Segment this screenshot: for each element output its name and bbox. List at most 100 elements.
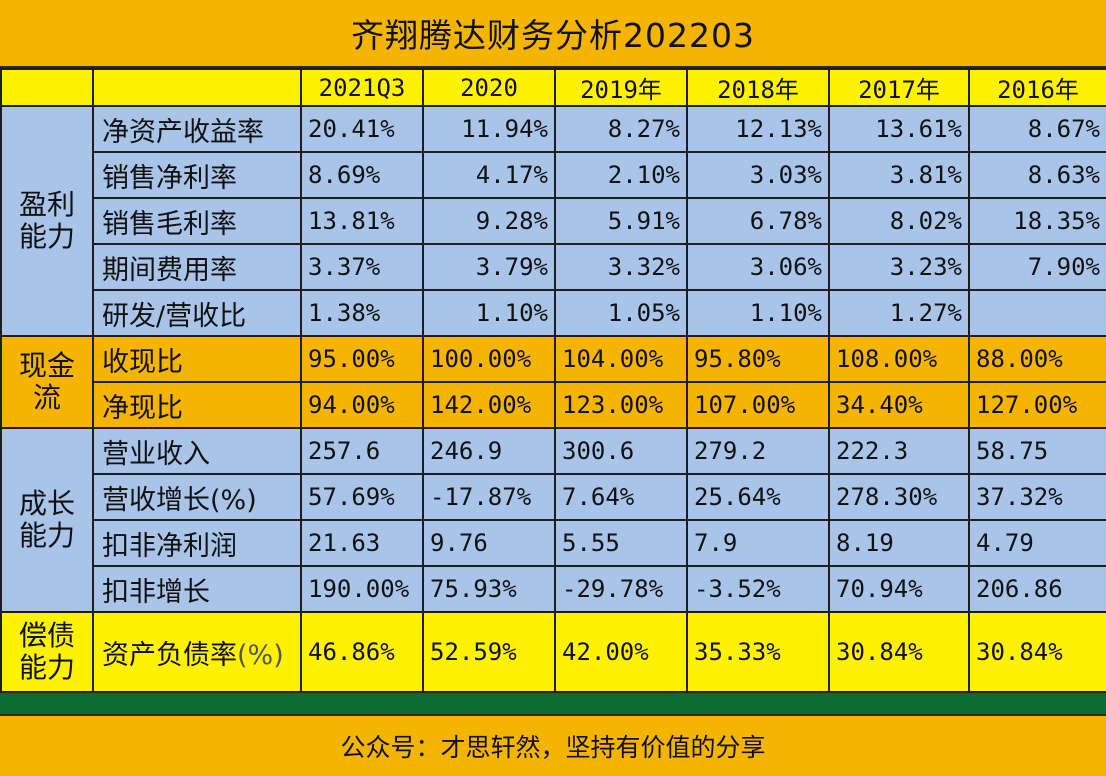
cell: 107.00% [686, 381, 830, 429]
cell: 8.19 [828, 519, 970, 567]
group-text: 盈利 能力 [18, 187, 75, 253]
table-row: 研发/营收比 1.38% 1.10% 1.05% 1.10% 1.27% [1, 289, 1106, 337]
cell: 104.00% [554, 335, 688, 383]
cell: 190.00% [300, 565, 424, 613]
table-row: 营收增长(%) 57.69% -17.87% 7.64% 25.64% 278.… [1, 473, 1106, 521]
group-label-profit: 盈利 能力 [0, 105, 94, 337]
cell: 3.79% [422, 243, 556, 291]
cell: -29.78% [554, 565, 688, 613]
cell: 57.69% [300, 473, 424, 521]
cell: 5.91% [554, 197, 688, 245]
cell: 52.59% [422, 611, 556, 693]
cell: 257.6 [300, 427, 424, 475]
cell: 142.00% [422, 381, 556, 429]
cell: 3.06% [686, 243, 830, 291]
cell: 8.69% [300, 151, 424, 199]
cell: 9.28% [422, 197, 556, 245]
cell: 58.75 [968, 427, 1106, 475]
row-label: 净资产收益率 [92, 105, 302, 153]
cell: 46.86% [300, 611, 424, 693]
cell: 25.64% [686, 473, 830, 521]
cell: 222.3 [828, 427, 970, 475]
row-label-unit: (%) [237, 639, 284, 671]
cell: 88.00% [968, 335, 1106, 383]
group-label-debt: 偿债 能力 [0, 611, 94, 693]
group-label-growth: 成长 能力 [0, 427, 94, 613]
cell: 95.00% [300, 335, 424, 383]
table-row: 销售毛利率 13.81% 9.28% 5.91% 6.78% 8.02% 18.… [1, 197, 1106, 245]
cell: 2.10% [554, 151, 688, 199]
table-row: 偿债 能力 资产负债率(%) 46.86% 52.59% 42.00% 35.3… [0, 611, 1106, 693]
cell: 94.00% [300, 381, 424, 429]
cell: 7.90% [968, 243, 1106, 291]
row-label: 扣非增长 [92, 565, 302, 613]
cell: 42.00% [554, 611, 688, 693]
table-row: 扣非净利润 21.63 9.76 5.55 7.9 8.19 4.79 [1, 519, 1106, 567]
finance-table: 2021Q3 2020 2019年 2018年 2017年 2016年 盈利 能… [0, 68, 1106, 693]
cell: 11.94% [422, 105, 556, 153]
cell: 13.61% [828, 105, 970, 153]
cell: 70.94% [828, 565, 970, 613]
cell: 30.84% [828, 611, 970, 693]
cell: 3.03% [686, 151, 830, 199]
column-header: 2021Q3 [300, 68, 424, 107]
row-label: 净现比 [92, 381, 302, 429]
cell: 5.55 [554, 519, 688, 567]
cell: 300.6 [554, 427, 688, 475]
cell: 95.80% [686, 335, 830, 383]
cell [968, 289, 1106, 337]
cell: 18.35% [968, 197, 1106, 245]
cell: 3.23% [828, 243, 970, 291]
header-blank [92, 68, 302, 107]
row-label: 收现比 [92, 335, 302, 383]
cell: 8.63% [968, 151, 1106, 199]
table-row: 期间费用率 3.37% 3.79% 3.32% 3.06% 3.23% 7.90… [1, 243, 1106, 291]
group-label-cash: 现金 流 [0, 335, 94, 429]
cell: -17.87% [422, 473, 556, 521]
cell: 8.27% [554, 105, 688, 153]
cell: 8.67% [968, 105, 1106, 153]
cell: 206.86 [968, 565, 1106, 613]
cell: 6.78% [686, 197, 830, 245]
cell: 127.00% [968, 381, 1106, 429]
table-row: 成长 能力 营业收入 257.6 246.9 300.6 279.2 222.3… [0, 427, 1106, 613]
cell: 1.38% [300, 289, 424, 337]
cell: 8.02% [828, 197, 970, 245]
cell: 13.81% [300, 197, 424, 245]
row-label: 扣非净利润 [92, 519, 302, 567]
cell: 3.81% [828, 151, 970, 199]
cell: 3.37% [300, 243, 424, 291]
cell: 30.84% [968, 611, 1106, 693]
row-label: 资产负债率(%) [92, 611, 302, 693]
cell: 4.17% [422, 151, 556, 199]
cell: 1.27% [828, 289, 970, 337]
group-text: 现金 流 [18, 348, 75, 414]
cell: 246.9 [422, 427, 556, 475]
cell: 123.00% [554, 381, 688, 429]
cell: 21.63 [300, 519, 424, 567]
table-row: 盈利 能力 净资产收益率 20.41% 11.94% 8.27% 12.13% … [0, 105, 1106, 337]
table-row: 扣非增长 190.00% 75.93% -29.78% -3.52% 70.94… [1, 565, 1106, 613]
cell: 3.32% [554, 243, 688, 291]
footer-note: 公众号：才思轩然，坚持有价值的分享 [0, 714, 1106, 776]
column-header: 2016年 [968, 68, 1106, 107]
header-row: 2021Q3 2020 2019年 2018年 2017年 2016年 [0, 68, 1106, 107]
column-header: 2019年 [554, 68, 688, 107]
cell: 37.32% [968, 473, 1106, 521]
row-label: 销售毛利率 [92, 197, 302, 245]
cell: 108.00% [828, 335, 970, 383]
row-label: 期间费用率 [92, 243, 302, 291]
cell: 75.93% [422, 565, 556, 613]
row-label: 研发/营收比 [92, 289, 302, 337]
cell: 278.30% [828, 473, 970, 521]
column-header: 2017年 [828, 68, 970, 107]
group-text: 成长 能力 [18, 486, 75, 552]
cell: -3.52% [686, 565, 830, 613]
cell: 279.2 [686, 427, 830, 475]
cell: 9.76 [422, 519, 556, 567]
group-text: 偿债 能力 [18, 618, 75, 684]
cell: 4.79 [968, 519, 1106, 567]
cell: 35.33% [686, 611, 830, 693]
column-header: 2020 [422, 68, 556, 107]
